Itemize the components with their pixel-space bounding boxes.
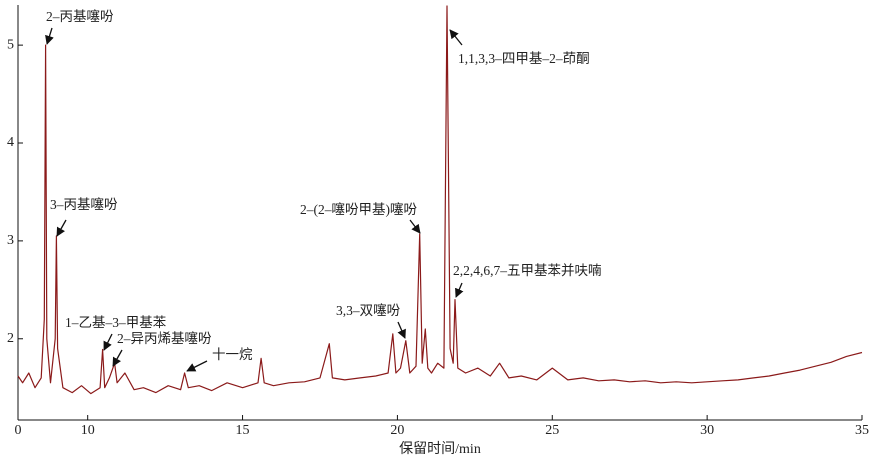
annotation-arrow bbox=[409, 219, 421, 234]
peak-annotation: 3,3–双噻吩 bbox=[336, 302, 401, 318]
annotation-arrow bbox=[45, 27, 54, 45]
peak-annotation: 1–乙基–3–甲基苯 bbox=[65, 314, 167, 330]
y-tick-label: 2 bbox=[7, 331, 14, 346]
annotation-arrow bbox=[103, 333, 113, 351]
peak-annotation: 2–丙基噻吩 bbox=[46, 8, 114, 24]
chromatogram-line bbox=[17, 5, 863, 395]
peak-annotation: 2,2,4,6,7–五甲基苯并呋喃 bbox=[453, 262, 602, 278]
peak-annotation: 3–丙基噻吩 bbox=[50, 196, 118, 212]
x-axis-label: 保留时间/min bbox=[399, 441, 481, 457]
peak-annotation: 2–(2–噻吩甲基)噻吩 bbox=[300, 201, 417, 217]
peak-annotation: 1,1,3,3–四甲基–2–茚酮 bbox=[458, 50, 590, 66]
peak-annotation: 十一烷 bbox=[212, 347, 253, 362]
x-tick-label: 35 bbox=[855, 423, 869, 438]
y-tick-label: 3 bbox=[7, 233, 14, 248]
x-tick-label: 15 bbox=[236, 423, 250, 438]
x-tick-label: 30 bbox=[700, 423, 714, 438]
annotation-arrow bbox=[112, 349, 123, 367]
annotation-arrow bbox=[449, 29, 463, 46]
x-tick-label: 0 bbox=[15, 423, 22, 438]
y-tick-label: 5 bbox=[7, 37, 14, 52]
x-tick-label: 25 bbox=[545, 423, 559, 438]
peak-annotation: 2–异丙烯基噻吩 bbox=[117, 330, 212, 346]
annotation-arrow bbox=[186, 360, 208, 372]
annotation-arrow bbox=[56, 219, 67, 237]
annotation-arrow bbox=[397, 321, 406, 339]
annotation-arrow bbox=[455, 282, 464, 298]
x-tick-label: 10 bbox=[81, 423, 95, 438]
x-tick-label: 20 bbox=[390, 423, 404, 438]
y-tick-label: 4 bbox=[7, 135, 14, 150]
